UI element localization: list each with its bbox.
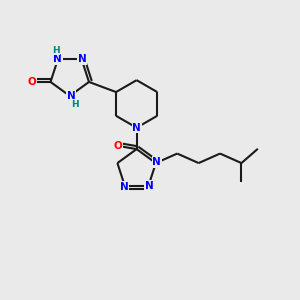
Text: N: N: [145, 181, 154, 191]
Text: N: N: [132, 123, 141, 133]
Text: H: H: [52, 46, 59, 55]
Text: N: N: [53, 54, 62, 64]
Text: O: O: [114, 141, 123, 151]
Text: N: N: [120, 182, 128, 192]
Text: O: O: [28, 77, 37, 87]
Text: N: N: [78, 54, 87, 64]
Text: N: N: [152, 157, 161, 167]
Text: N: N: [67, 91, 75, 101]
Text: H: H: [71, 100, 79, 109]
